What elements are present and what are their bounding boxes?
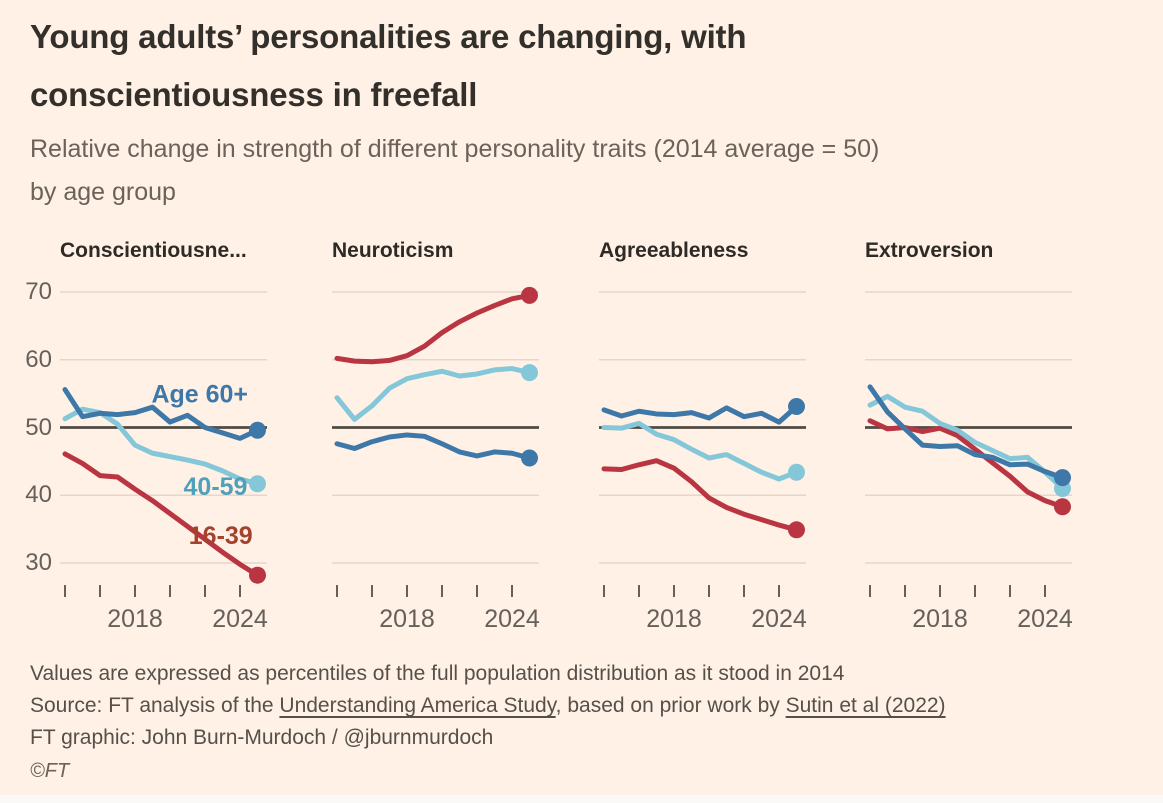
- panel-title-conscientiousness: Conscientiousne...: [60, 239, 247, 262]
- series-end-dot-age60: [1054, 469, 1071, 487]
- chart-footer: Values are expressed as percentiles of t…: [30, 658, 946, 786]
- series-line-age60: [334, 432, 532, 461]
- source-link-understanding-america-study[interactable]: Understanding America Study: [279, 694, 556, 717]
- series-label-age60: Age 60+: [151, 380, 248, 408]
- chart-canvas-3: 2018 2024: [865, 291, 1073, 633]
- series-label-age16_39: 16-39: [189, 522, 253, 550]
- y-tick-label: 40: [25, 481, 52, 509]
- series-end-dot-age60: [521, 449, 538, 467]
- panel-conscientiousness: Conscientiousne... 2018 2024 Age 60+ 40-59 1…: [60, 238, 280, 638]
- panel-neuroticism: Neuroticism 2018 2024: [332, 238, 552, 638]
- x-tick-label: 2018: [646, 605, 702, 633]
- series-line-age16_39: [601, 458, 799, 533]
- series-label-age40_59: 40-59: [184, 473, 248, 501]
- series-end-dot-age16_39: [788, 521, 805, 539]
- series-end-dot-age40_59: [788, 463, 805, 481]
- title-line-2: conscientiousness in freefall: [30, 76, 478, 113]
- series-line-age40_59: [867, 393, 1065, 491]
- page-edge: [0, 795, 1163, 803]
- panel-title-agreeableness: Agreeableness: [599, 239, 749, 262]
- series-line-age16_39: [62, 451, 260, 578]
- series-end-dot-age60: [788, 397, 805, 415]
- footnote: Values are expressed as percentiles of t…: [30, 662, 845, 685]
- series-end-dot-age40_59: [521, 364, 538, 382]
- series-line-age60: [867, 384, 1065, 481]
- series-line-age60: [62, 387, 260, 441]
- y-tick-label: 30: [25, 549, 52, 576]
- chart-subtitle: Relative change in strength of different…: [30, 128, 879, 214]
- x-tick-label: 2018: [379, 605, 435, 633]
- series-end-dot-age16_39: [1054, 498, 1071, 516]
- series-end-dot-age16_39: [521, 286, 538, 304]
- x-tick-label: 2018: [912, 605, 968, 633]
- x-tick-label: 2024: [751, 605, 807, 633]
- panel-title-extroversion: Extroversion: [865, 239, 994, 262]
- series-end-dot-age16_39: [249, 566, 266, 584]
- series-line-age40_59: [334, 366, 532, 422]
- x-tick-label: 2024: [212, 605, 268, 633]
- source-link-sutin-et-al[interactable]: Sutin et al (2022): [785, 694, 946, 717]
- series-line-age40_59: [601, 420, 799, 482]
- subtitle-line-1: Relative change in strength of different…: [30, 135, 880, 163]
- y-axis-labels: 70 60 50 40 30: [0, 270, 52, 580]
- small-multiples-area: 70 60 50 40 30 Conscientiousne... 2018 2024 Ag…: [0, 238, 1085, 638]
- chart-canvas-2: 2018 2024: [599, 291, 807, 633]
- source-prefix: Source: FT analysis of the: [30, 694, 280, 717]
- source-mid: , based on prior work by: [555, 694, 786, 717]
- chart-canvas-0: 2018 2024 Age 60+ 40-59 16-39: [60, 291, 268, 633]
- title-line-1: Young adults’ personalities are changing…: [30, 18, 747, 55]
- y-tick-label: 50: [25, 413, 52, 441]
- panel-agreeableness: Agreeableness 2018 2024: [599, 238, 819, 638]
- panel-extroversion: Extroversion 2018 2024: [865, 238, 1085, 638]
- x-tick-label: 2024: [484, 605, 540, 633]
- y-tick-label: 60: [25, 345, 52, 373]
- x-tick-label: 2024: [1017, 605, 1073, 633]
- page-title: Young adults’ personalities are changing…: [30, 8, 747, 124]
- ft-copyright: ©FT: [30, 760, 70, 782]
- subtitle-line-2: by age group: [30, 178, 176, 206]
- series-line-age60: [601, 403, 799, 425]
- series-end-dot-age60: [249, 421, 266, 439]
- x-tick-label: 2018: [107, 605, 163, 633]
- chart-canvas-1: 2018 2024: [332, 286, 540, 633]
- series-line-age16_39: [334, 292, 532, 365]
- series-end-dot-age40_59: [249, 475, 266, 493]
- y-tick-label: 70: [25, 278, 52, 305]
- credit-line: FT graphic: John Burn-Murdoch / @jburnmu…: [30, 726, 494, 749]
- source-line: Source: FT analysis of the Understanding…: [30, 690, 946, 722]
- panel-title-neuroticism: Neuroticism: [332, 239, 454, 262]
